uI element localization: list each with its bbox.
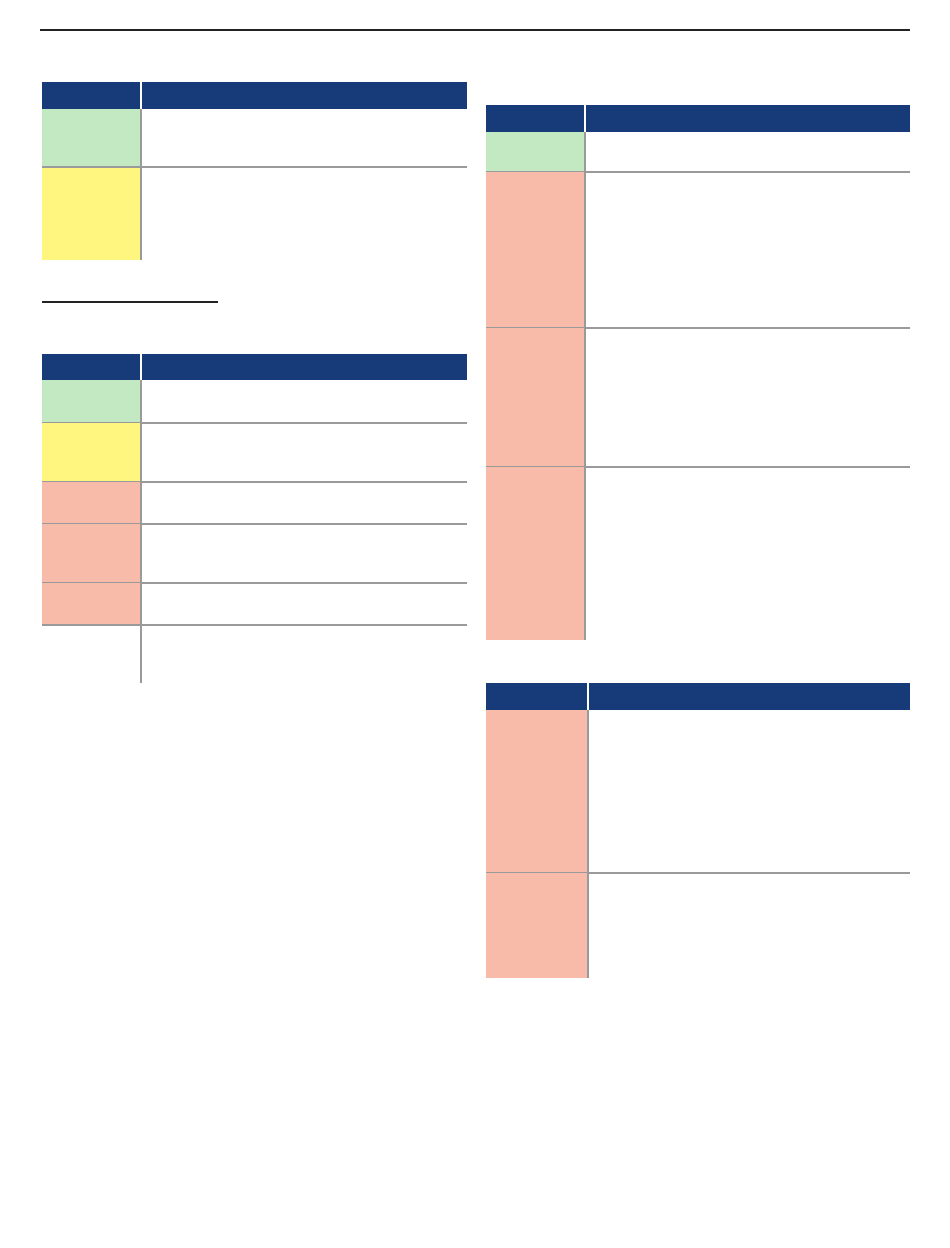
status-cell bbox=[486, 935, 587, 978]
status-cell bbox=[486, 710, 587, 873]
status-cell bbox=[42, 168, 140, 260]
row-separator bbox=[486, 327, 910, 329]
row-separator bbox=[42, 624, 467, 626]
header-divider bbox=[140, 82, 142, 109]
row-separator bbox=[486, 466, 910, 468]
status-cell bbox=[486, 903, 587, 935]
heading-underline bbox=[42, 301, 218, 303]
row-separator bbox=[42, 582, 467, 584]
row-separator bbox=[486, 872, 910, 874]
table-header bbox=[486, 683, 910, 710]
status-cell bbox=[42, 524, 140, 583]
status-cell bbox=[486, 467, 584, 640]
table-header bbox=[42, 82, 467, 109]
row-separator bbox=[42, 481, 467, 483]
column-divider bbox=[584, 132, 586, 640]
table-header bbox=[42, 354, 467, 380]
status-cell bbox=[42, 380, 140, 423]
column-divider bbox=[587, 710, 589, 978]
row-separator bbox=[42, 166, 467, 168]
status-cell bbox=[486, 172, 584, 328]
status-cell bbox=[486, 328, 584, 467]
status-cell bbox=[42, 423, 140, 482]
column-divider bbox=[140, 380, 142, 683]
table-header bbox=[486, 105, 910, 132]
top-rule bbox=[40, 29, 910, 31]
header-divider bbox=[584, 105, 586, 132]
row-separator bbox=[42, 523, 467, 525]
status-cell bbox=[486, 132, 584, 172]
status-cell bbox=[42, 583, 140, 625]
status-cell bbox=[486, 873, 587, 903]
header-divider bbox=[140, 354, 142, 380]
status-cell bbox=[42, 482, 140, 524]
status-cell bbox=[42, 109, 140, 167]
row-separator bbox=[42, 422, 467, 424]
header-divider bbox=[587, 683, 589, 710]
column-divider bbox=[140, 109, 142, 260]
row-separator bbox=[486, 171, 910, 173]
